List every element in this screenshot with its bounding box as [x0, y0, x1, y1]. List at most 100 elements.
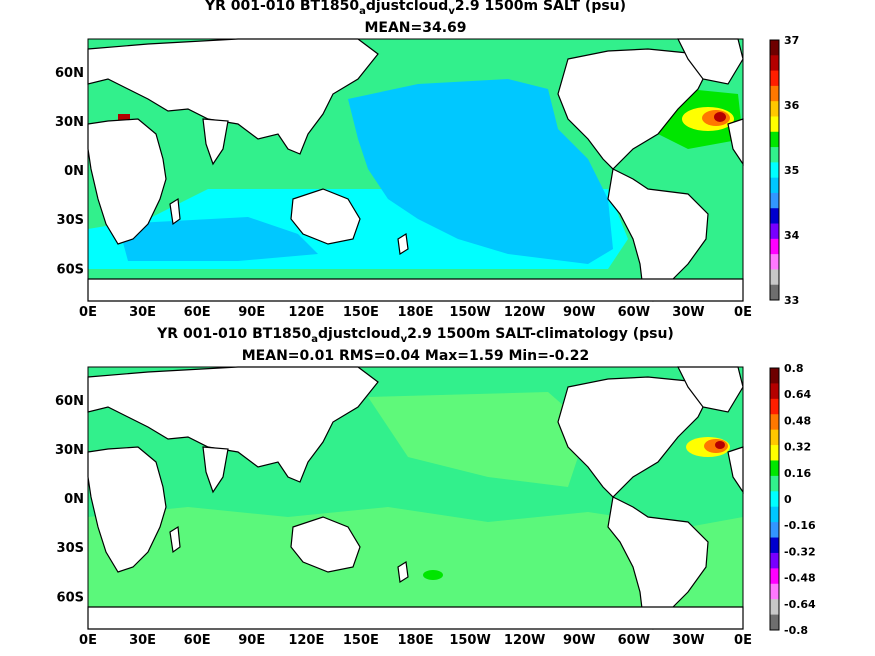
colorbar-swatch — [770, 522, 779, 539]
colorbar-label: 35 — [784, 164, 799, 177]
colorbar-label: 34 — [784, 229, 800, 242]
colorbar-frame — [769, 367, 780, 631]
colorbar-label: 0.32 — [784, 441, 811, 454]
x-tick-label: 30E — [129, 305, 156, 320]
colorbar-label: 0.64 — [784, 388, 811, 401]
panel2-title: YR 001-010 BT1850adjustcloudv2.9 1500m S… — [157, 326, 674, 345]
colorbar-swatch — [770, 460, 779, 477]
salinity-zone-blue-south — [118, 217, 318, 261]
colorbar-swatch — [770, 568, 779, 585]
x-tick-label: 150W — [449, 305, 490, 320]
x-tick-label: 30E — [129, 633, 156, 648]
x-tick-label: 0E — [734, 305, 752, 320]
y-tick-label: 60S — [57, 590, 84, 605]
colorbar-label: 33 — [784, 294, 799, 307]
x-tick-label: 90E — [238, 633, 265, 648]
colorbar-swatch — [770, 269, 779, 286]
map-panel-diff — [87, 366, 744, 630]
colorbar-swatch — [770, 177, 779, 194]
y-tick-label: 30N — [55, 115, 84, 130]
diff-zone-lightgreen-north — [368, 392, 588, 487]
diff-zone-lightgreen — [88, 507, 743, 607]
x-tick-label: 60W — [618, 305, 650, 320]
colorbar-swatch — [770, 147, 779, 163]
y-tick-label: 60N — [55, 66, 84, 81]
x-tick-label: 30W — [672, 305, 704, 320]
x-tick-label: 0E — [79, 633, 97, 648]
colorbar-swatch — [770, 40, 779, 56]
x-tick-label: 180E — [397, 305, 433, 320]
x-tick-label: 120E — [288, 305, 324, 320]
panel1-title: YR 001-010 BT1850adjustcloudv2.9 1500m S… — [204, 0, 627, 17]
colorbar-swatch — [770, 70, 779, 87]
colorbar-label: 37 — [784, 34, 799, 47]
y-tick-label: 0N — [64, 164, 84, 179]
x-tick-label: 120W — [504, 305, 545, 320]
colorbar-swatch — [770, 583, 779, 600]
colorbar-label: 0.16 — [784, 467, 811, 480]
colorbar-swatch — [770, 614, 779, 631]
x-tick-label: 0E — [734, 633, 752, 648]
colorbar-swatch — [770, 55, 779, 72]
x-tick-label: 30W — [672, 633, 704, 648]
salinity-zone-red — [714, 112, 726, 122]
colorbar-swatch — [770, 445, 779, 461]
axes-labels: 0E 30E 60E 90E 120E 150E 180E 150W 120W 90W 60W 30W… — [55, 66, 752, 648]
colorbar-swatch — [770, 414, 779, 431]
colorbar-swatch — [770, 599, 779, 616]
colorbar-swatch — [770, 398, 779, 415]
colorbar-swatch — [770, 284, 779, 301]
x-tick-label: 150E — [343, 633, 379, 648]
colorbar-swatch — [770, 223, 779, 240]
x-tick-label: 180E — [397, 633, 433, 648]
y-tick-label: 0N — [64, 492, 84, 507]
colorbar-label: -0.32 — [784, 545, 816, 558]
colorbar-swatch — [770, 85, 779, 102]
colorbar-label: 0 — [784, 493, 792, 506]
colorbar-swatch — [770, 475, 779, 492]
colorbar-swatch — [770, 254, 779, 270]
salinity-zone-med — [118, 114, 130, 120]
colorbar-label: -0.64 — [784, 598, 816, 611]
colorbar-swatch — [770, 552, 779, 569]
x-tick-label: 90E — [238, 305, 265, 320]
y-tick-label: 60S — [57, 262, 84, 277]
colorbar-swatch — [770, 368, 779, 384]
colorbar-label: -0.8 — [784, 624, 808, 637]
x-tick-label: 150E — [343, 305, 379, 320]
colorbar-label: 36 — [784, 99, 800, 112]
x-tick-label: 120E — [288, 633, 324, 648]
x-tick-label: 90W — [563, 633, 595, 648]
x-tick-label: 60E — [184, 305, 211, 320]
colorbar-swatch — [770, 116, 779, 133]
colorbar-swatch — [770, 429, 779, 446]
y-tick-label: 30N — [55, 443, 84, 458]
colorbar-swatch — [770, 101, 779, 117]
colorbar-swatch — [770, 192, 779, 209]
map-frame — [87, 38, 744, 302]
y-tick-label: 30S — [57, 541, 84, 556]
colorbar-swatch — [770, 491, 779, 508]
colorbar-swatch — [770, 131, 779, 148]
colorbar-swatch — [770, 383, 779, 400]
colorbars: 37 36 35 34 33 0.8 0.64 0.48 0.32 0.16 0 -0.16 -0.32… — [769, 34, 816, 637]
colorbar-swatch — [770, 162, 779, 179]
colorbar-swatch — [770, 537, 779, 554]
x-tick-label: 150W — [449, 633, 490, 648]
colorbar-swatch — [770, 208, 779, 225]
panel2-subtitle: MEAN=0.01 RMS=0.04 Max=1.59 Min=-0.22 — [241, 348, 590, 364]
diff-zone-green — [423, 570, 443, 580]
map-panel-salt — [87, 38, 744, 302]
colorbar-label: -0.48 — [784, 572, 816, 585]
diff-zone-red — [715, 441, 725, 449]
y-tick-label: 30S — [57, 213, 84, 228]
y-tick-label: 60N — [55, 394, 84, 409]
colorbar-label: -0.16 — [784, 519, 816, 532]
colorbar-frame — [769, 39, 780, 301]
salinity-zone-blue — [348, 79, 613, 264]
colorbar-swatch — [770, 506, 779, 523]
colorbar-swatch — [770, 238, 779, 255]
map-frame — [87, 366, 744, 630]
x-tick-label: 60W — [618, 633, 650, 648]
